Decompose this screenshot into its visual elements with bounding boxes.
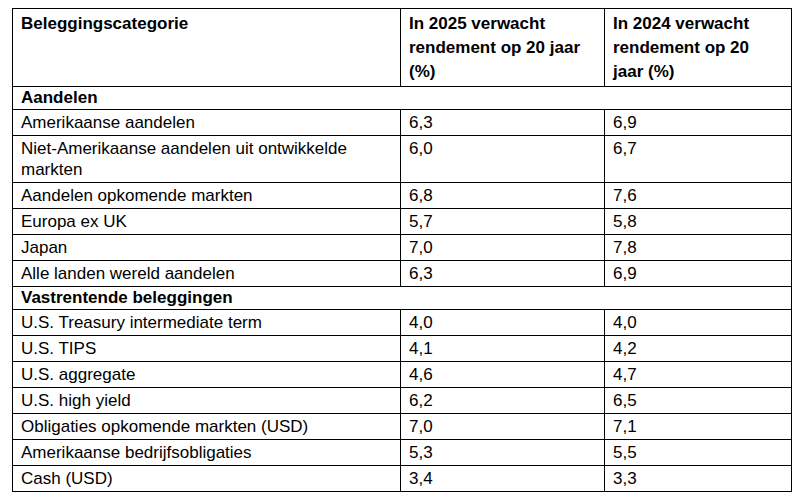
section-header: Vastrentende beleggingen <box>13 287 792 310</box>
table-row: U.S. Treasury intermediate term4,04,0 <box>13 310 792 336</box>
value-2024-cell: 3,3 <box>605 466 792 492</box>
value-2025-cell: 5,7 <box>401 209 605 235</box>
category-cell: Niet-Amerikaanse aandelen uit ontwikkeld… <box>13 136 401 183</box>
table-row: U.S. TIPS4,14,2 <box>13 336 792 362</box>
table-row: U.S. aggregate4,64,7 <box>13 362 792 388</box>
value-2024-cell: 6,9 <box>605 261 792 287</box>
section-header: Aandelen <box>13 87 792 110</box>
value-2024-cell: 4,2 <box>605 336 792 362</box>
value-2024-cell: 7,8 <box>605 235 792 261</box>
table-row: Amerikaanse aandelen6,36,9 <box>13 110 792 136</box>
value-2025-cell: 7,0 <box>401 414 605 440</box>
category-cell: U.S. Treasury intermediate term <box>13 310 401 336</box>
value-2024-cell: 5,5 <box>605 440 792 466</box>
category-cell: Cash (USD) <box>13 466 401 492</box>
category-cell: Aandelen opkomende markten <box>13 183 401 209</box>
value-2025-cell: 4,0 <box>401 310 605 336</box>
value-2024-cell: 6,9 <box>605 110 792 136</box>
column-header-category: Beleggingscategorie <box>13 9 401 87</box>
table-row: Aandelen opkomende markten6,87,6 <box>13 183 792 209</box>
value-2024-cell: 6,7 <box>605 136 792 183</box>
value-2025-cell: 6,3 <box>401 110 605 136</box>
value-2025-cell: 5,3 <box>401 440 605 466</box>
section-row: Aandelen <box>13 87 792 110</box>
category-cell: U.S. high yield <box>13 388 401 414</box>
value-2024-cell: 5,8 <box>605 209 792 235</box>
value-2024-cell: 4,7 <box>605 362 792 388</box>
header-row: Beleggingscategorie In 2025 verwacht ren… <box>13 9 792 87</box>
table-row: Japan7,07,8 <box>13 235 792 261</box>
category-cell: Japan <box>13 235 401 261</box>
value-2025-cell: 6,8 <box>401 183 605 209</box>
value-2024-cell: 7,1 <box>605 414 792 440</box>
table-row: Amerikaanse bedrijfsobligaties5,35,5 <box>13 440 792 466</box>
section-row: Vastrentende beleggingen <box>13 287 792 310</box>
expected-returns-table: Beleggingscategorie In 2025 verwacht ren… <box>12 8 792 492</box>
column-header-2025: In 2025 verwacht rendement op 20 jaar (%… <box>401 9 605 87</box>
value-2025-cell: 3,4 <box>401 466 605 492</box>
value-2024-cell: 7,6 <box>605 183 792 209</box>
table-row: Cash (USD)3,43,3 <box>13 466 792 492</box>
category-cell: Europa ex UK <box>13 209 401 235</box>
table-row: Obligaties opkomende markten (USD)7,07,1 <box>13 414 792 440</box>
value-2025-cell: 4,1 <box>401 336 605 362</box>
table-row: Europa ex UK5,75,8 <box>13 209 792 235</box>
table-row: U.S. high yield6,26,5 <box>13 388 792 414</box>
value-2025-cell: 6,3 <box>401 261 605 287</box>
category-cell: U.S. TIPS <box>13 336 401 362</box>
column-header-2024: In 2024 verwacht rendement op 20 jaar (%… <box>605 9 792 87</box>
value-2024-cell: 4,0 <box>605 310 792 336</box>
value-2025-cell: 6,2 <box>401 388 605 414</box>
category-cell: Alle landen wereld aandelen <box>13 261 401 287</box>
value-2025-cell: 7,0 <box>401 235 605 261</box>
table-row: Alle landen wereld aandelen6,36,9 <box>13 261 792 287</box>
value-2025-cell: 4,6 <box>401 362 605 388</box>
category-cell: Obligaties opkomende markten (USD) <box>13 414 401 440</box>
value-2025-cell: 6,0 <box>401 136 605 183</box>
returns-table-container: Beleggingscategorie In 2025 verwacht ren… <box>12 8 792 492</box>
category-cell: Amerikaanse aandelen <box>13 110 401 136</box>
category-cell: U.S. aggregate <box>13 362 401 388</box>
table-row: Niet-Amerikaanse aandelen uit ontwikkeld… <box>13 136 792 183</box>
category-cell: Amerikaanse bedrijfsobligaties <box>13 440 401 466</box>
value-2024-cell: 6,5 <box>605 388 792 414</box>
